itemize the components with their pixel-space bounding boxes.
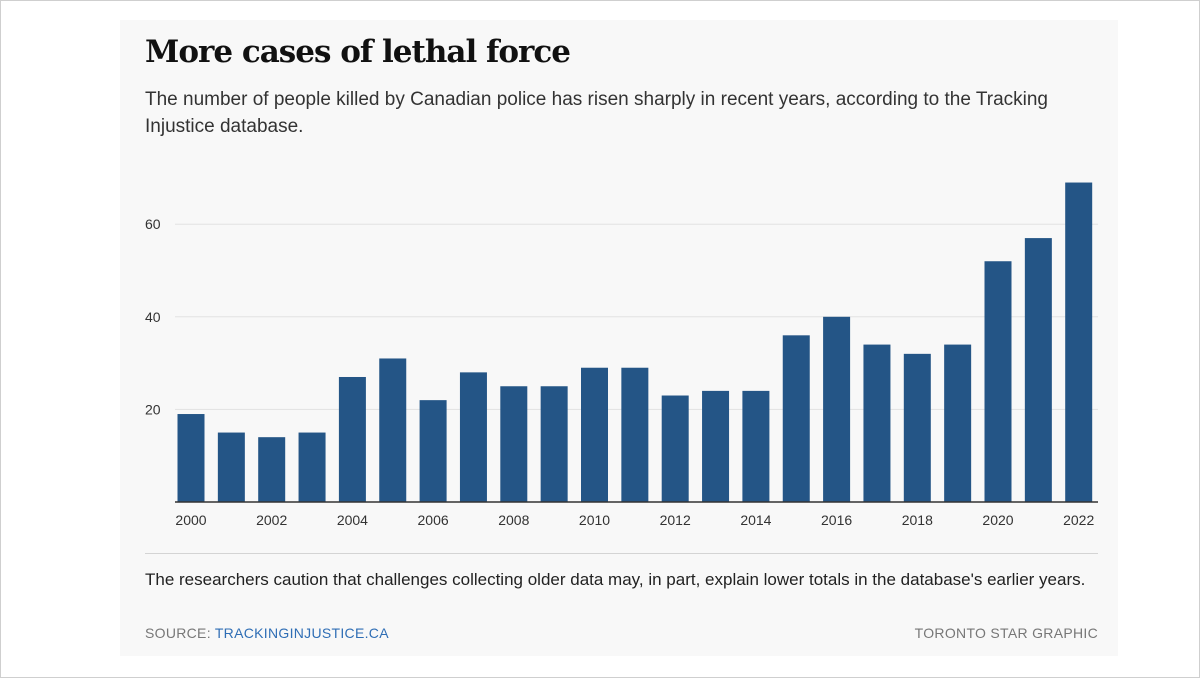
bar-2005: [379, 358, 407, 502]
bar-2006: [419, 400, 447, 502]
x-tick-label-2006: 2006: [418, 512, 449, 528]
bar-2009: [540, 386, 568, 502]
bars: [177, 182, 1093, 502]
bar-2007: [459, 372, 487, 502]
graphic-credit: TORONTO STAR GRAPHIC: [914, 625, 1098, 641]
bar-2011: [621, 367, 649, 502]
x-tick-label-2020: 2020: [982, 512, 1013, 528]
x-tick-label-2022: 2022: [1063, 512, 1094, 528]
bar-2015: [782, 335, 810, 502]
source-link[interactable]: TRACKINGINJUSTICE.CA: [214, 625, 389, 641]
source-line: SOURCE: TRACKINGINJUSTICE.CA: [145, 625, 389, 641]
bar-chart: 20 40 60 2000 2002 2004 2006 2008 2010 2012 2014 20…: [145, 182, 1098, 528]
bar-2018: [903, 353, 931, 502]
bar-2000: [177, 414, 205, 502]
bar-2001: [217, 432, 245, 502]
x-tick-label-2016: 2016: [821, 512, 852, 528]
y-tick-label-40: 40: [145, 309, 161, 325]
bar-2020: [984, 261, 1012, 502]
chart-subtitle: The number of people killed by Canadian …: [145, 89, 1049, 137]
bar-2022: [1065, 182, 1093, 502]
bar-2017: [863, 344, 891, 502]
source-label: SOURCE:: [145, 625, 215, 641]
footer-divider: [145, 553, 1098, 554]
bar-2004: [338, 376, 366, 502]
bar-2003: [298, 432, 326, 502]
bar-2008: [500, 386, 528, 502]
bar-2013: [702, 390, 730, 502]
chart-title: More cases of lethal force: [145, 34, 571, 70]
bar-2012: [661, 395, 689, 502]
x-tick-label-2018: 2018: [902, 512, 933, 528]
y-tick-label-60: 60: [145, 216, 161, 232]
footer-note: The researchers caution that challenges …: [145, 570, 1086, 589]
x-tick-label-2010: 2010: [579, 512, 610, 528]
x-tick-label-2004: 2004: [337, 512, 368, 528]
bar-2019: [944, 344, 972, 502]
y-tick-label-20: 20: [145, 401, 161, 417]
bar-2021: [1024, 238, 1052, 502]
bar-2002: [258, 437, 286, 502]
bar-2014: [742, 390, 770, 502]
x-tick-label-2012: 2012: [660, 512, 691, 528]
x-tick-label-2014: 2014: [740, 512, 771, 528]
bar-2016: [823, 316, 851, 502]
x-tick-label-2002: 2002: [256, 512, 287, 528]
tick-labels: 20 40 60 2000 2002 2004 2006 2008 2010 2012 2014 20…: [145, 216, 1094, 528]
x-tick-label-2008: 2008: [498, 512, 529, 528]
x-tick-label-2000: 2000: [175, 512, 206, 528]
chart-card: More cases of lethal force The number of…: [120, 20, 1118, 656]
bar-2010: [581, 367, 608, 502]
